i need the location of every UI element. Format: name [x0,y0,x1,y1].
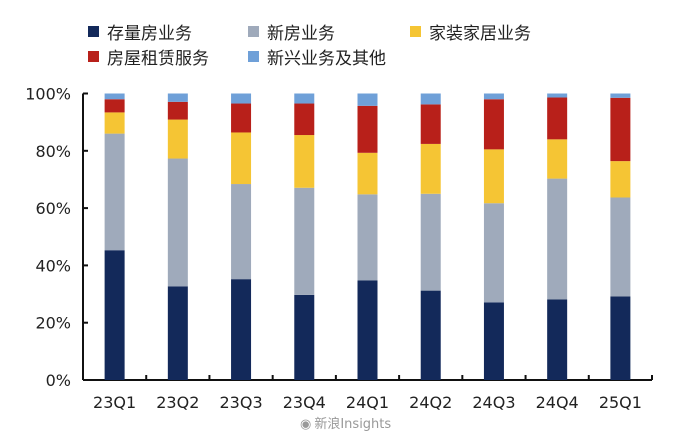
legend-item: 家装家居业务 [410,19,531,44]
bar-segment [231,103,252,133]
bar-segment [420,290,441,380]
legend-item: 新兴业务及其他 [248,44,386,69]
bar-segment [483,203,504,303]
bar-segment [104,99,125,113]
x-tick-label: 24Q1 [346,393,389,412]
bar-segment [547,97,568,140]
legend-swatch [248,51,259,62]
bar-segment [357,194,378,281]
bar-segment [231,184,252,280]
legend-swatch [88,26,99,37]
legend-label: 存量房业务 [107,24,192,44]
bar-segment [104,133,125,251]
x-tick-label: 23Q3 [219,393,262,412]
bar-segment [610,97,631,162]
bar-segment [483,99,504,150]
bar-segment [357,105,378,153]
bar-segment [104,112,125,134]
bar-segment [483,302,504,380]
watermark: ◉ 新浪Insights [300,417,391,432]
x-tick-label: 23Q4 [283,393,326,412]
bar-segment [167,119,188,159]
x-tick-label: 23Q1 [93,393,136,412]
legend-label: 房屋租赁服务 [107,49,209,69]
legend-item: 存量房业务 [88,19,192,44]
bar-segment [357,93,378,106]
bar-segment [610,161,631,198]
bar-segment [231,93,252,104]
legend-swatch [410,26,421,37]
bar-segment [357,152,378,195]
bar-segment [231,132,252,185]
bar-segment [547,299,568,380]
bar-segment [294,93,315,104]
bar-segment [294,103,315,136]
x-tick-label: 24Q4 [536,393,579,412]
y-tick-label: 80% [35,142,71,161]
bar-segment [167,93,188,102]
x-tick-label: 25Q1 [599,393,642,412]
x-tick-label: 23Q2 [156,393,199,412]
legend-label: 新兴业务及其他 [267,49,386,69]
y-tick-label: 0% [46,371,71,390]
bar-segment [420,104,441,144]
bar-segment [610,296,631,380]
legend-item: 新房业务 [248,19,335,44]
bar-segment [294,294,315,380]
bar-segment [483,149,504,204]
x-tick-label: 24Q3 [472,393,515,412]
y-tick-label: 20% [35,314,71,333]
bar-segment [167,158,188,287]
bar-segment [167,101,188,120]
bar-segment [167,286,188,380]
y-tick-label: 100% [25,85,71,104]
bar-segment [420,93,441,105]
legend-item: 房屋租赁服务 [88,44,209,69]
bar-segment [294,187,315,295]
legend-label: 新房业务 [267,24,335,44]
bar-segment [547,178,568,300]
bar-segment [610,197,631,297]
bar-segment [610,93,631,98]
bar-segment [104,250,125,380]
legend-label: 家装家居业务 [429,24,531,44]
bar-segment [104,93,125,100]
x-tick-label: 24Q2 [409,393,452,412]
watermark-text: 新浪Insights [314,417,392,432]
legend-swatch [88,51,99,62]
bar-segment [547,93,568,98]
y-tick-label: 40% [35,256,71,275]
bar-segment [357,280,378,380]
bar-segment [231,279,252,380]
bar-segment [483,93,504,100]
bar-segment [420,143,441,194]
bar-segment [547,139,568,179]
legend-swatch [248,26,259,37]
bar-segment [294,135,315,188]
bar-segment [420,193,441,291]
y-tick-label: 60% [35,199,71,218]
weibo-icon: ◉ [300,417,312,432]
